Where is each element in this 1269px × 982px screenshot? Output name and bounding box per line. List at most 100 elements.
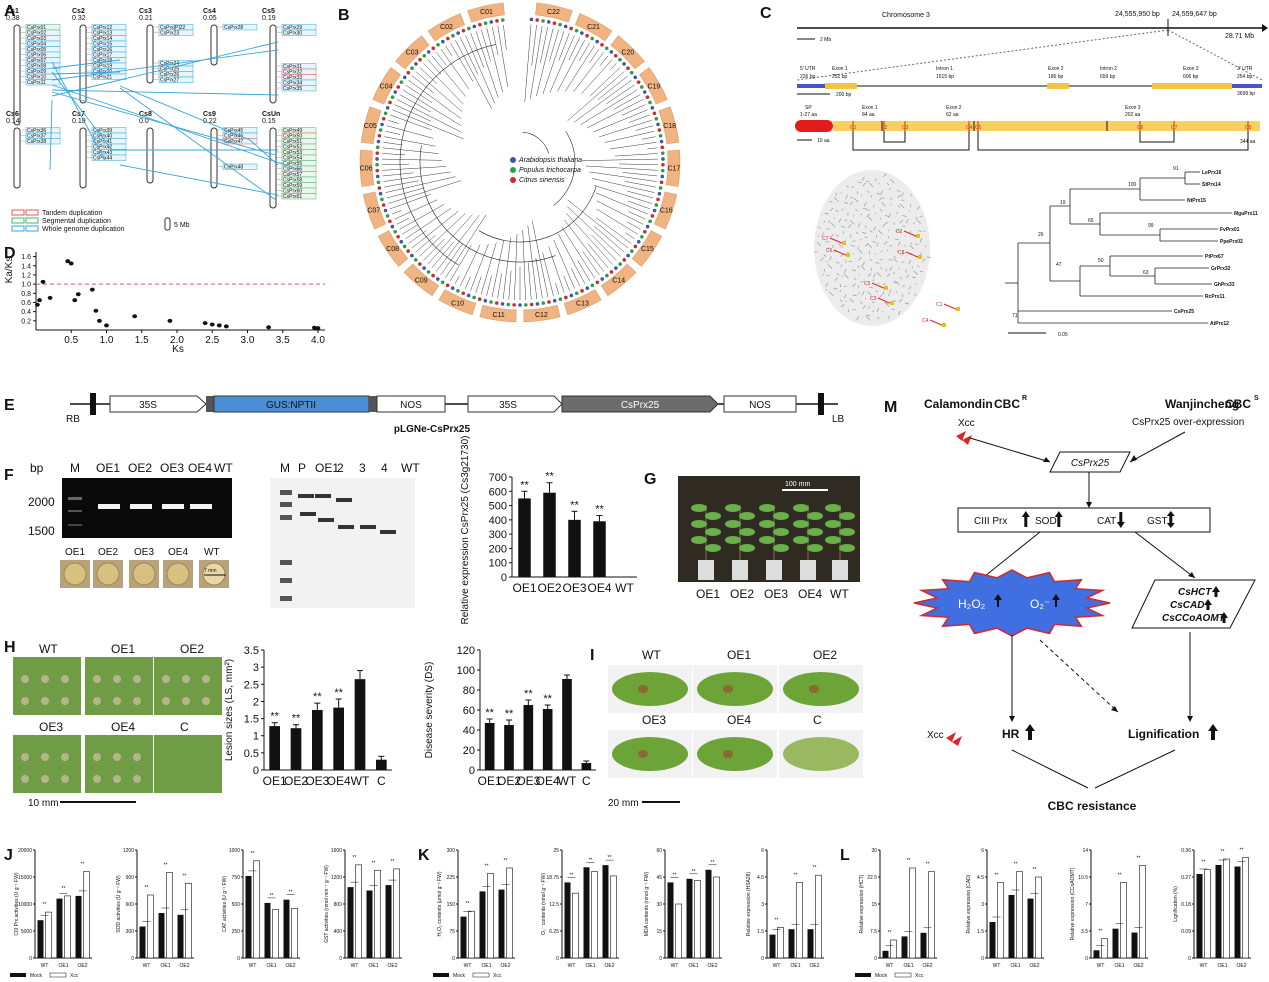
- species-dot: [377, 186, 382, 190]
- clade-band: [427, 13, 466, 42]
- sp-aa: 1-27 aa: [800, 112, 817, 118]
- exon1-bp: 252 bp: [832, 74, 848, 80]
- plant-leaf: [773, 512, 789, 520]
- category-label: OE2: [537, 581, 561, 595]
- lignin-gene: CsCAD: [1170, 600, 1204, 611]
- panel-j-label: J: [4, 847, 13, 864]
- gene-name: CsPrx04: [27, 42, 46, 48]
- species-dot: [375, 157, 379, 161]
- leaf-photo: [85, 735, 153, 793]
- panel-a-label: A: [4, 3, 16, 20]
- species-dot: [381, 116, 386, 121]
- legend-citrus: Citrus sinensis: [519, 177, 565, 184]
- bar-mock: [1093, 950, 1100, 958]
- tree-branch: [383, 142, 403, 146]
- y-tick: 1.6: [21, 254, 31, 261]
- species-dot: [410, 253, 414, 258]
- y-tick: 0.27: [1181, 875, 1191, 881]
- disulfide-bond-1: [852, 131, 970, 151]
- promoter-35s-2-label: 35S: [499, 400, 517, 411]
- chromosome-size: 0.19: [262, 15, 276, 22]
- species-dot: [633, 75, 638, 80]
- intron1-bp: 1515 bp: [936, 74, 954, 80]
- species-dot: [418, 57, 422, 62]
- tree-branch: [440, 243, 463, 276]
- y-tick: 0: [659, 956, 662, 962]
- tree-taxon: LePrx16: [1202, 170, 1222, 176]
- tree-taxon: MguPrx11: [1234, 211, 1258, 217]
- tree-branch: [392, 210, 402, 215]
- species-dot: [380, 197, 384, 202]
- tree-branch: [621, 104, 646, 116]
- southern-ladder-band: [280, 502, 292, 507]
- species-dot: [658, 186, 663, 190]
- gel-band: [190, 504, 212, 509]
- tree-branch: [514, 233, 518, 300]
- chromosome-name: Cs9: [203, 111, 216, 118]
- lesion-spot: [41, 675, 49, 683]
- y-tick: 0: [29, 956, 32, 962]
- species-dot: [376, 139, 381, 144]
- significance-label: **: [164, 863, 168, 869]
- clade-label: C19: [647, 83, 660, 90]
- significance-label: **: [813, 865, 817, 871]
- lignin-gene: CsHCT: [1178, 587, 1212, 598]
- chart-ylabel: H₂O₂ contents (μmol g⁻¹ FW): [437, 871, 443, 936]
- gene-structure: 5' UTR 226 bp Exon 1 252 bp Intron 1 151…: [797, 66, 1262, 98]
- tree-branch: [465, 35, 495, 104]
- clade-label: C17: [667, 166, 680, 173]
- group-label: OE1: [903, 963, 913, 969]
- legend-arabidopsis: Arabidopsis thaliana: [518, 157, 582, 164]
- species-dot: [390, 95, 395, 100]
- gus-disc: [132, 562, 156, 586]
- bootstrap-value: 100: [1128, 182, 1137, 188]
- bar-mock: [1112, 928, 1119, 958]
- species-dot: [402, 75, 407, 80]
- tree-branch: [399, 204, 445, 230]
- y-tick: 10.5: [1078, 875, 1088, 881]
- southern-band: [336, 498, 352, 502]
- clade-label: C10: [451, 300, 464, 307]
- tree-branch: [558, 33, 570, 61]
- x-tick: 2.0: [170, 335, 184, 346]
- tree-branch: [524, 24, 532, 103]
- protein-exon1: Exon 1: [862, 105, 878, 111]
- species-dot: [436, 43, 440, 47]
- lesion-spot: [723, 685, 733, 693]
- bar-xcc: [291, 908, 298, 959]
- y-tick: 0.8: [21, 291, 31, 298]
- y-tick: 100: [457, 665, 475, 677]
- nos-2-label: NOS: [749, 400, 771, 411]
- plant-leaf: [807, 528, 823, 536]
- y-tick: 25: [553, 848, 559, 854]
- lesion-spot: [182, 697, 190, 705]
- species-dot: [580, 289, 584, 293]
- y-tick: 0.09: [1181, 929, 1191, 935]
- species-dot: [600, 277, 604, 281]
- chart-ylabel: CIII Prx activities (U g⁻¹ FW): [14, 872, 20, 936]
- lb-label: LB: [832, 414, 845, 425]
- clade-band: [360, 106, 382, 145]
- tree-branch: [581, 158, 658, 161]
- leaf-photo: [85, 657, 153, 715]
- significance-label: **: [372, 860, 376, 866]
- significance-label: **: [466, 901, 470, 907]
- tree-branch: [508, 270, 512, 300]
- species-dot: [399, 239, 404, 244]
- plant-leaf: [705, 528, 721, 536]
- plant-leaf: [725, 520, 741, 528]
- southern-lane-label: P: [298, 461, 306, 475]
- protein-exon1-aa: 84 aa: [862, 112, 875, 118]
- y-tick: 4.5: [757, 875, 764, 881]
- lesion-spot: [21, 775, 29, 783]
- y-tick: 100: [489, 558, 507, 570]
- species-dot: [426, 270, 431, 274]
- southern-band: [315, 494, 331, 498]
- category-label: OE1: [512, 581, 536, 595]
- tree-taxon: GrPrx32: [1211, 266, 1231, 272]
- gene-name: CsPrx60: [283, 189, 302, 195]
- gus-nptii-label: GUS:NPTII: [266, 400, 316, 411]
- gene-name: CsPrx11: [27, 80, 46, 86]
- utr5-bp: 226 bp: [800, 74, 816, 80]
- duplication-link: [51, 84, 301, 171]
